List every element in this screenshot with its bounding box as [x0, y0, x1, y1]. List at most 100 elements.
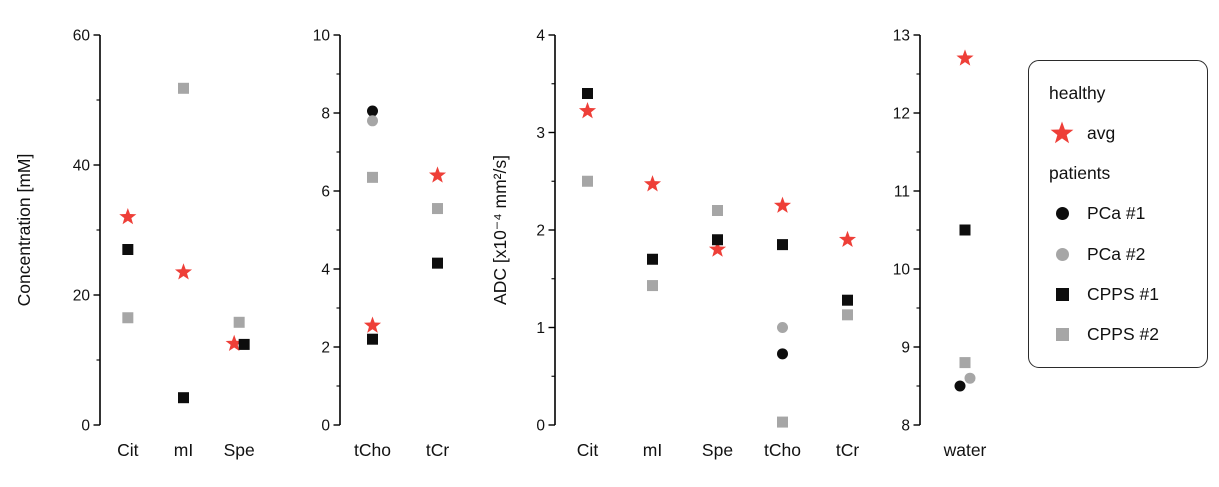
category-label: Spe	[224, 440, 255, 460]
data-point-square	[712, 234, 723, 246]
data-point-square	[777, 239, 788, 251]
y-tick-label: 0	[321, 418, 330, 435]
data-point-square	[959, 224, 971, 236]
data-point-square	[122, 312, 134, 324]
legend-group-title-healthy: healthy	[1049, 73, 1201, 113]
legend-item-cpps1-label: CPPS #1	[1087, 284, 1159, 305]
y-tick-label: 0	[536, 418, 545, 435]
y-tick-label: 40	[73, 158, 91, 175]
category-label: tCho	[354, 440, 391, 460]
cpps2-square-icon	[1055, 328, 1069, 342]
y-tick-label: 60	[73, 28, 91, 45]
legend-item-cpps2: CPPS #2	[1049, 315, 1201, 355]
y-tick-label: 0	[81, 418, 90, 435]
y-tick-label: 6	[321, 184, 330, 201]
y-tick-label: 12	[893, 106, 910, 123]
y-tick-label: 3	[536, 125, 545, 142]
data-point-circle	[367, 115, 378, 127]
data-point-star	[174, 263, 193, 280]
category-label: tCr	[836, 440, 860, 460]
pca1-circle-icon	[1055, 207, 1069, 221]
y-axis-label: Concentration [mM]	[14, 154, 34, 307]
data-point-square	[432, 257, 443, 269]
y-tick-label: 1	[536, 320, 545, 337]
y-tick-label: 11	[894, 184, 910, 201]
panel-concentration-tcho-tcr: 0 2 4 6 8 10 tCho tCr	[313, 28, 450, 461]
star-glyph	[1050, 121, 1074, 144]
legend-marker-col	[1049, 288, 1075, 302]
category-label: Spe	[702, 440, 733, 460]
data-point-circle	[964, 372, 976, 384]
data-point-circle	[367, 105, 378, 117]
data-point-circle	[777, 322, 788, 333]
category-label: Cit	[577, 440, 599, 460]
legend-item-cpps2-label: CPPS #2	[1087, 324, 1159, 345]
legend-marker-col	[1049, 247, 1075, 261]
panel-concentration-metabolites: 0 20 40 60 Concentration [mM] Cit mI Spe	[14, 28, 255, 461]
data-point-square	[122, 244, 134, 255]
legend-item-avg: avg	[1049, 113, 1201, 153]
y-tick-label: 10	[313, 28, 331, 45]
y-tick-label: 2	[536, 223, 545, 240]
y-tick-label: 9	[901, 340, 910, 357]
category-label: tCho	[764, 440, 801, 460]
legend-item-avg-label: avg	[1087, 122, 1116, 143]
legend-title-patients-text: patients	[1049, 163, 1111, 184]
y-tick-label: 4	[321, 262, 330, 279]
pca2-circle-icon	[1055, 247, 1069, 261]
y-tick-label: 2	[321, 340, 330, 357]
legend-item-cpps1: CPPS #1	[1049, 275, 1201, 315]
legend-item-pca1: PCa #1	[1049, 194, 1201, 234]
category-label: Cit	[117, 440, 139, 460]
legend-title-healthy-text: healthy	[1049, 82, 1106, 103]
legend-marker-col	[1049, 207, 1075, 221]
legend-group-title-patients: patients	[1049, 154, 1201, 194]
data-point-square	[777, 416, 788, 428]
data-point-square	[233, 316, 245, 328]
data-point-star	[119, 208, 137, 225]
y-tick-label: 4	[536, 28, 545, 45]
y-axis-label: ADC [x10⁻⁴ mm²/s]	[490, 155, 510, 305]
data-point-circle	[777, 348, 788, 360]
data-point-square	[712, 205, 723, 216]
y-tick-label: 20	[73, 288, 91, 305]
category-label: mI	[643, 440, 662, 460]
data-point-star	[225, 334, 243, 352]
data-point-square	[367, 333, 378, 345]
category-label: water	[943, 440, 987, 460]
cpps1-square-icon	[1055, 288, 1069, 302]
avg-star-icon	[1049, 120, 1075, 146]
data-point-square	[178, 392, 189, 404]
data-point-square	[842, 309, 853, 321]
category-label: tCr	[426, 440, 450, 460]
legend-item-pca2-label: PCa #2	[1087, 243, 1146, 264]
y-tick-label: 8	[321, 106, 330, 123]
data-point-star	[838, 230, 857, 248]
data-point-star	[643, 175, 662, 192]
legend: healthy avg patients PCa #1 PCa #2 CPPS …	[1028, 60, 1208, 368]
data-point-star	[363, 316, 382, 333]
legend-item-pca2: PCa #2	[1049, 234, 1201, 274]
data-point-square	[647, 280, 658, 292]
data-point-square	[367, 171, 378, 183]
y-tick-label: 10	[893, 262, 911, 279]
data-point-square	[582, 88, 593, 99]
data-point-square	[178, 82, 189, 94]
data-point-square	[959, 357, 971, 369]
legend-item-pca1-label: PCa #1	[1087, 203, 1146, 224]
y-tick-label: 8	[901, 418, 910, 435]
data-point-square	[842, 294, 853, 306]
data-point-star	[708, 240, 727, 257]
data-point-star	[578, 102, 597, 119]
panel-adc-water: 8 9 10 11 12 13 water	[893, 28, 987, 461]
legend-marker-col	[1049, 120, 1075, 146]
legend-marker-col	[1049, 328, 1075, 342]
data-point-star	[956, 49, 974, 66]
data-point-square	[432, 203, 443, 215]
y-tick-label: 13	[893, 28, 910, 45]
data-point-star	[773, 196, 792, 213]
category-label: mI	[174, 440, 193, 460]
data-point-circle	[954, 380, 966, 392]
panel-adc-metabolites: 0 1 2 3 4 ADC [x10⁻⁴ mm²/s] Cit mI Spe tCho tCr	[490, 28, 860, 461]
